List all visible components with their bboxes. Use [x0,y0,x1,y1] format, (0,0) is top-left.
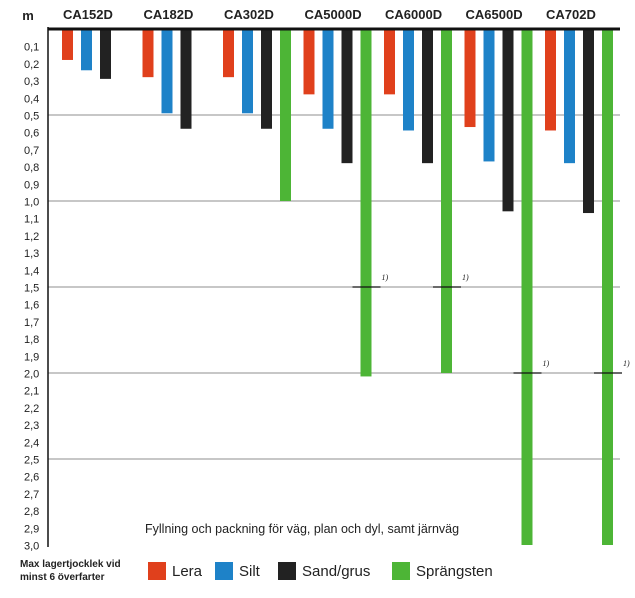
legend-caption: Max lagertjocklek vid minst 6 överfarter [20,559,121,583]
category-label: CA5000D [305,7,362,22]
chart: CA152D CA182D CA302D CA5000D CA6000D CA6500D C… [22,7,630,553]
y-tick-label: 0,8 [24,162,39,174]
category-label: CA302D [224,7,274,22]
y-axis-label: m [22,8,34,23]
bar [242,29,253,114]
y-tick-label: 1,6 [24,300,39,312]
y-tick-label: 0,5 [24,111,39,123]
bar [280,29,291,201]
y-tick-label: 1,7 [24,317,39,329]
y-tick-label: 1,8 [24,334,39,346]
y-tick-label: 3,0 [24,541,39,553]
legend-label: Sand/grus [302,562,371,580]
footnote-marker-label: 1) [462,273,469,282]
legend-swatch [148,562,166,580]
bar [341,29,353,164]
bar [545,29,556,131]
y-tick-label: 1,1 [24,214,39,226]
bar [521,29,533,545]
legend-item: Silt [215,560,260,582]
y-tick-label: 2,9 [24,523,39,535]
footnote-marker-label: 1) [382,273,389,282]
category-label: CA6000D [385,7,442,22]
footnote-marker-label: 1) [623,359,630,368]
y-tick-label: 2,1 [24,386,39,398]
y-tick-label: 2,7 [24,489,39,501]
legend-item: Sand/grus [278,560,370,582]
y-tick-label: 0,7 [24,145,39,157]
bar [384,29,395,95]
bar [422,29,433,164]
y-tick-label: 0,6 [24,128,39,140]
bar [223,29,234,78]
category-label: CA6500D [466,7,523,22]
bar [360,29,372,377]
bar [142,29,154,78]
y-tick-label: 1,5 [24,283,39,295]
bar [583,29,594,214]
y-tick-label: 2,3 [24,420,39,432]
bar [602,29,613,545]
y-tick-label: 1,2 [24,231,39,243]
bar [161,29,173,114]
bar [464,29,476,128]
y-tick-label: 2,5 [24,455,39,467]
bar [564,29,575,164]
y-tick-label: 2,0 [24,369,39,381]
legend: Max lagertjocklek vid minst 6 överfarter… [0,555,635,595]
y-tick-label: 2,4 [24,437,39,449]
bar [303,29,315,95]
category-label: CA182D [144,7,194,22]
legend-item: Sprängsten [392,560,493,582]
bar [261,29,272,129]
y-tick-label: 1,3 [24,248,39,260]
bar [502,29,514,212]
y-tick-label: 2,2 [24,403,39,415]
legend-label: Sprängsten [416,562,493,580]
bar [322,29,334,129]
bar [441,29,452,373]
y-tick-label: 1,4 [24,265,39,277]
legend-swatch [392,562,410,580]
category-label: CA702D [546,7,596,22]
y-tick-label: 0,3 [24,76,39,88]
y-tick-label: 1,0 [24,197,39,209]
bar-layer [62,29,613,545]
y-tick-label: 2,6 [24,472,39,484]
y-tick-label: 0,2 [24,59,39,71]
bar [62,29,73,60]
legend-item: Lera [148,560,202,582]
legend-label: Silt [239,562,260,580]
y-tick-label: 0,4 [24,93,39,105]
y-tick-label: 2,8 [24,506,39,518]
footnote-marker-label: 1) [543,359,550,368]
grid-layer [48,114,620,460]
y-tick-label: 1,9 [24,351,39,363]
y-tick-label: 0,9 [24,179,39,191]
y-tick-label: 0,1 [24,42,39,54]
legend-swatch [278,562,296,580]
bar [483,29,495,162]
legend-swatch [215,562,233,580]
bar [403,29,414,131]
axis-layer: CA152D CA182D CA302D CA5000D CA6000D CA6500D C… [24,7,620,553]
legend-label: Lera [172,562,203,580]
marker-layer: 1) 1) 1) 1) [352,273,630,374]
category-label: CA152D [63,7,113,22]
bar [180,29,192,129]
bar [81,29,92,71]
bar [100,29,111,79]
chart-annotation: Fyllning och packning för väg, plan och … [145,522,459,536]
